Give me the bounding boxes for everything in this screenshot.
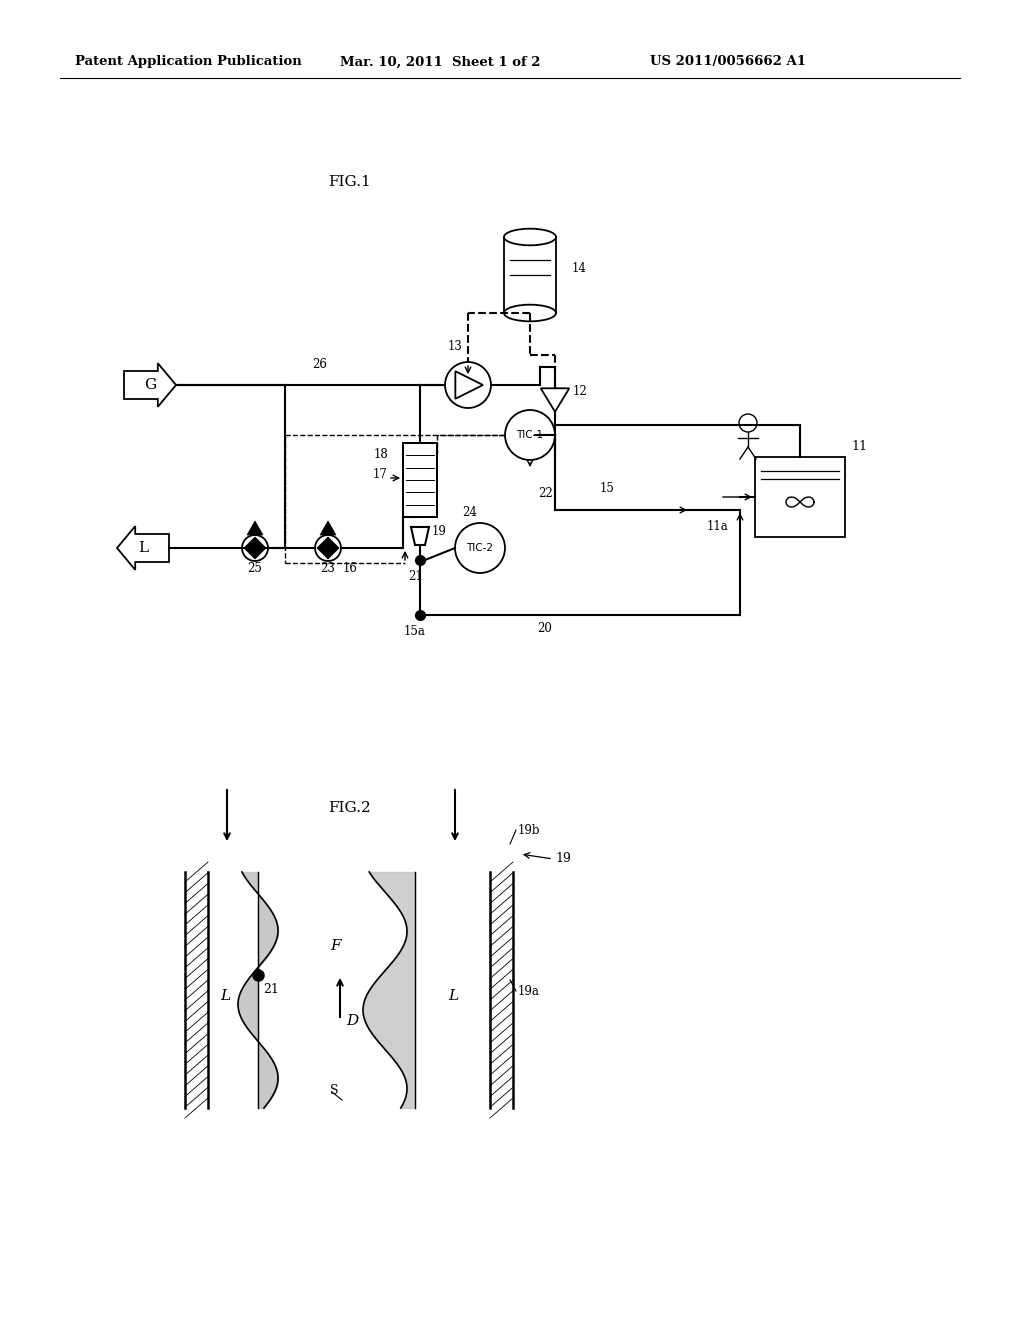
Ellipse shape bbox=[504, 305, 556, 321]
Text: 11a: 11a bbox=[708, 520, 729, 533]
Polygon shape bbox=[317, 548, 339, 560]
Text: S: S bbox=[330, 1084, 339, 1097]
Text: 25: 25 bbox=[248, 562, 262, 576]
Text: D: D bbox=[346, 1014, 358, 1028]
Text: 26: 26 bbox=[312, 358, 328, 371]
Text: 19a: 19a bbox=[518, 985, 540, 998]
Text: 13: 13 bbox=[447, 341, 463, 352]
Text: 21: 21 bbox=[409, 570, 423, 583]
Text: TIC-1: TIC-1 bbox=[516, 430, 544, 440]
Text: 20: 20 bbox=[538, 622, 552, 635]
Text: 19: 19 bbox=[555, 851, 570, 865]
Text: 16: 16 bbox=[343, 562, 357, 576]
Text: L: L bbox=[447, 989, 458, 1003]
Circle shape bbox=[505, 411, 555, 459]
Text: G: G bbox=[144, 378, 156, 392]
Text: 19b: 19b bbox=[518, 824, 541, 837]
Text: Patent Application Publication: Patent Application Publication bbox=[75, 55, 302, 69]
Text: 14: 14 bbox=[572, 261, 587, 275]
Text: FIG.1: FIG.1 bbox=[329, 176, 372, 189]
Text: 19: 19 bbox=[432, 525, 446, 539]
Bar bbox=[403, 444, 437, 517]
Text: 17: 17 bbox=[373, 469, 388, 480]
Text: US 2011/0056662 A1: US 2011/0056662 A1 bbox=[650, 55, 806, 69]
Text: 22: 22 bbox=[538, 487, 553, 500]
Polygon shape bbox=[244, 548, 266, 560]
Text: 15: 15 bbox=[600, 482, 614, 495]
Ellipse shape bbox=[504, 228, 556, 246]
Text: 21: 21 bbox=[263, 983, 279, 997]
Text: 18: 18 bbox=[374, 447, 388, 461]
Bar bbox=[755, 457, 845, 537]
Text: F: F bbox=[331, 939, 341, 953]
Text: 23: 23 bbox=[321, 562, 336, 576]
Polygon shape bbox=[247, 521, 263, 535]
Text: L: L bbox=[220, 989, 230, 1003]
Polygon shape bbox=[317, 537, 339, 548]
Text: TIC-2: TIC-2 bbox=[467, 543, 494, 553]
Circle shape bbox=[455, 523, 505, 573]
Text: 15a: 15a bbox=[404, 624, 426, 638]
Polygon shape bbox=[319, 521, 336, 535]
Text: 11: 11 bbox=[851, 440, 867, 453]
Text: L: L bbox=[138, 541, 148, 554]
Bar bbox=[504, 238, 556, 313]
Text: Mar. 10, 2011  Sheet 1 of 2: Mar. 10, 2011 Sheet 1 of 2 bbox=[340, 55, 541, 69]
Text: 24: 24 bbox=[462, 506, 477, 519]
Text: FIG.2: FIG.2 bbox=[329, 801, 372, 814]
Polygon shape bbox=[244, 537, 266, 548]
Text: 12: 12 bbox=[573, 385, 588, 399]
